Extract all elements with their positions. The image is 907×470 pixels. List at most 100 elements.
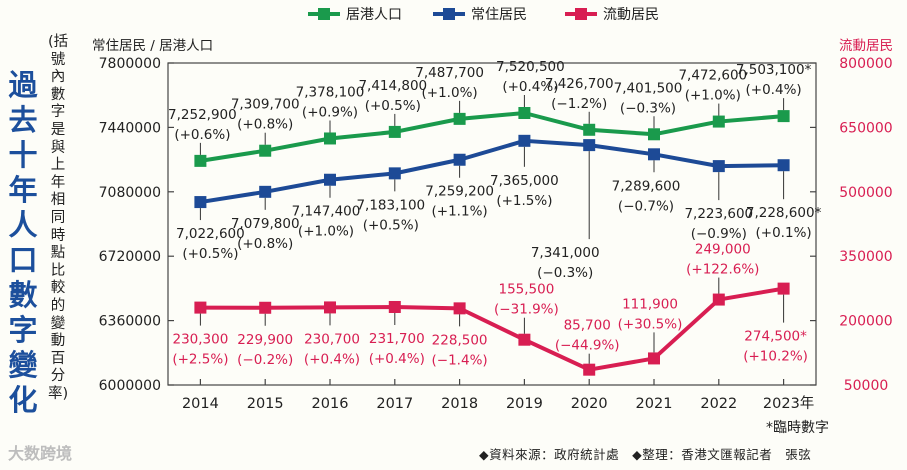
data-point-流動居民 — [712, 293, 725, 306]
data-label-value: 7,503,100* — [736, 62, 812, 78]
data-label-value: 274,500* — [744, 329, 807, 345]
data-label-value: 7,289,600 — [612, 178, 681, 194]
data-point-居港人口 — [259, 144, 272, 157]
data-point-流動居民 — [194, 301, 207, 314]
left-axis-tick-label: 6360000 — [99, 314, 161, 330]
data-point-常住居民 — [259, 185, 272, 198]
data-label-change: (−0.3%) — [537, 265, 593, 281]
provisional-footnote: *臨時數字 — [766, 420, 829, 436]
data-label-change: (+0.4%) — [304, 351, 360, 367]
data-label-value: 229,900 — [237, 332, 293, 348]
legend-marker — [575, 8, 587, 20]
data-point-流動居民 — [453, 302, 466, 315]
right-axis-tick-label: 50000 — [844, 378, 889, 394]
data-label-value: 7,228,600* — [746, 205, 822, 221]
legend-marker — [318, 8, 330, 20]
data-label-value: 85,700 — [564, 318, 611, 334]
data-point-居港人口 — [388, 125, 401, 138]
data-label-value: 7,223,600 — [684, 206, 753, 222]
x-axis-tick-label: 2021 — [636, 396, 673, 412]
data-point-居港人口 — [583, 123, 596, 136]
legend-label: 流動居民 — [603, 7, 659, 23]
data-point-常住居民 — [648, 148, 660, 161]
data-label-value: 7,309,700 — [231, 97, 300, 113]
data-label-change: (−1.2%) — [551, 96, 607, 112]
data-point-常住居民 — [388, 167, 401, 180]
data-label-change: (−0.9%) — [691, 226, 747, 242]
legend-label: 居港人口 — [346, 7, 402, 23]
left-axis-tick-label: 7080000 — [99, 185, 161, 201]
right-axis-tick-label: 350000 — [839, 249, 892, 265]
left-axis-title: 常住居民 / 居港人口 — [92, 38, 213, 54]
x-axis-tick-label: 2023年 — [763, 395, 814, 412]
series-line-居港人口 — [200, 110, 784, 163]
data-label-value: 249,000 — [695, 242, 751, 258]
data-label-change: (+0.9%) — [302, 104, 358, 120]
legend-marker — [443, 8, 455, 20]
data-point-流動居民 — [648, 352, 660, 365]
data-label-value: 7,341,000 — [531, 245, 600, 261]
right-axis-tick-label: 200000 — [839, 314, 892, 330]
x-axis-tick-label: 2022 — [700, 396, 737, 412]
legend-label: 常住居民 — [471, 7, 527, 23]
right-axis-tick-label: 500000 — [839, 185, 892, 201]
left-axis-tick-label: 6000000 — [99, 378, 161, 394]
data-point-居港人口 — [453, 112, 466, 125]
data-label-change: (+0.5%) — [363, 217, 419, 233]
data-label-value: 155,500 — [498, 282, 554, 298]
source-credit: ◆資料來源：政府統計處 ◆整理：香港文匯報記者 張弦 — [479, 447, 812, 462]
data-point-常住居民 — [583, 139, 596, 152]
x-axis-tick-label: 2017 — [376, 396, 413, 412]
data-point-常住居民 — [324, 173, 336, 186]
data-point-居港人口 — [777, 110, 790, 123]
data-label-change: (−0.7%) — [618, 198, 674, 214]
data-label-change: (+0.4%) — [746, 82, 802, 98]
data-point-流動居民 — [583, 363, 596, 376]
data-label-change: (+1.0%) — [422, 85, 478, 101]
data-label-value: 7,147,400 — [292, 204, 361, 220]
data-point-常住居民 — [453, 153, 466, 166]
data-label-value: 7,183,100 — [356, 197, 425, 213]
data-point-流動居民 — [259, 301, 272, 314]
data-label-change: (+0.8%) — [237, 236, 293, 252]
data-label-change: (−1.4%) — [432, 352, 488, 368]
data-label-change: (−0.3%) — [620, 100, 676, 116]
data-label-change: (−0.2%) — [237, 352, 293, 368]
data-label-change: (+1.0%) — [298, 224, 354, 240]
data-label-change: (+1.1%) — [432, 204, 488, 220]
data-point-流動居民 — [324, 301, 336, 314]
x-axis-tick-label: 2014 — [182, 396, 219, 412]
data-label-value: 230,300 — [172, 332, 228, 348]
data-label-value: 7,022,600 — [176, 226, 245, 242]
plot-frame — [167, 62, 817, 386]
data-label-value: 7,365,000 — [490, 173, 559, 189]
data-label-change: (−31.9%) — [494, 302, 559, 318]
data-label-change: (+30.5%) — [618, 316, 683, 332]
right-axis-tick-label: 650000 — [839, 120, 892, 136]
x-axis-tick-label: 2015 — [247, 396, 284, 412]
x-axis-tick-label: 2020 — [571, 396, 608, 412]
data-label-value: 7,487,700 — [415, 65, 484, 81]
data-label-change: (+1.0%) — [685, 88, 741, 104]
data-label-value: 7,472,600 — [678, 68, 747, 84]
data-label-value: 230,700 — [304, 331, 360, 347]
data-label-change: (−44.9%) — [555, 338, 620, 354]
data-label-change: (+10.2%) — [743, 349, 808, 365]
data-point-常住居民 — [194, 196, 207, 209]
data-label-change: (+122.6%) — [686, 262, 759, 278]
data-label-change: (+1.5%) — [496, 193, 552, 209]
chart-title: 過去十年人口數字變化 — [8, 68, 38, 417]
right-axis-tick-label: 800000 — [839, 56, 892, 72]
data-label-value: 7,259,200 — [425, 184, 494, 200]
series-line-流動居民 — [200, 286, 784, 372]
data-label-change: (+0.1%) — [756, 225, 812, 241]
data-point-常住居民 — [777, 159, 790, 172]
data-label-change: (+0.8%) — [237, 117, 293, 133]
x-axis-tick-label: 2018 — [441, 396, 478, 412]
data-label-value: 7,378,100 — [296, 84, 365, 100]
left-axis-tick-label: 6720000 — [99, 249, 161, 265]
data-point-居港人口 — [712, 115, 725, 128]
data-point-流動居民 — [388, 300, 401, 313]
data-point-居港人口 — [518, 106, 531, 119]
